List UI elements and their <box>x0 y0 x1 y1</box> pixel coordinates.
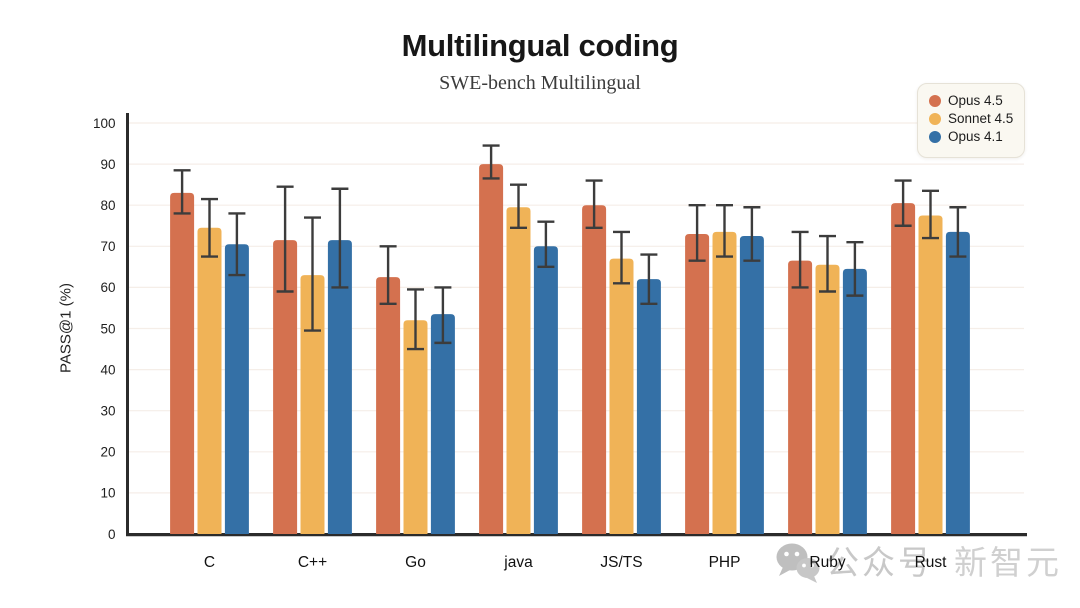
bar-rust-opus-4-1 <box>945 231 970 535</box>
errorbar-php-sonnet-4-5 <box>716 203 733 258</box>
x-label-ruby: Ruby <box>809 554 845 571</box>
chart-subtitle: SWE-bench Multilingual <box>439 72 641 94</box>
watermark-text-primary: 公众号 <box>826 544 934 581</box>
errorbar-js-ts-sonnet-4-5 <box>613 230 630 285</box>
bar-ruby-opus-4-1 <box>842 268 867 534</box>
errorbar-go-opus-4-1 <box>434 286 452 345</box>
bar-js-ts-sonnet-4-5 <box>609 258 634 534</box>
bar-php-opus-4-1 <box>739 236 764 534</box>
errorbar-java-opus-4-1 <box>537 220 555 269</box>
legend-item-opus-4-5: Opus 4.5 <box>929 93 1024 108</box>
errorbar-js-ts-opus-4-1 <box>640 253 658 306</box>
bar-c--opus-4-1 <box>327 240 352 534</box>
errorbar-php-opus-4-1 <box>743 206 761 262</box>
errorbar-rust-opus-4-1 <box>949 206 967 258</box>
errorbar-c--opus-4-1 <box>331 187 349 289</box>
x-label-rust: Rust <box>915 554 948 571</box>
errorbar-c--opus-4-5 <box>276 185 294 293</box>
bar-c-opus-4-5 <box>170 192 195 534</box>
y-tick-10: 10 <box>100 486 115 501</box>
bar-php-opus-4-5 <box>685 233 710 534</box>
legend-label-sonnet-4-5: Sonnet 4.5 <box>948 111 1014 126</box>
bar-c-opus-4-1 <box>224 244 249 534</box>
bar-php-sonnet-4-5 <box>712 231 737 535</box>
errorbar-js-ts-opus-4-5 <box>585 179 603 230</box>
errorbar-rust-opus-4-5 <box>894 179 912 227</box>
errorbar-ruby-sonnet-4-5 <box>819 234 836 293</box>
errorbar-php-opus-4-5 <box>688 203 706 262</box>
y-tick-100: 100 <box>93 116 116 131</box>
errorbar-java-opus-4-5 <box>482 144 500 180</box>
legend-swatch-sonnet-4-5 <box>929 112 941 125</box>
legend-swatch-opus-4-1 <box>929 130 941 143</box>
x-label-c-: C++ <box>298 554 327 571</box>
legend-label-opus-4-5: Opus 4.5 <box>948 93 1003 108</box>
bar-java-opus-4-1 <box>533 246 558 535</box>
bar-java-sonnet-4-5 <box>506 207 531 534</box>
bar-js-ts-opus-4-1 <box>636 279 661 534</box>
errorbar-c-opus-4-5 <box>173 169 191 215</box>
errorbar-go-sonnet-4-5 <box>407 288 424 351</box>
bar-ruby-opus-4-5 <box>788 260 813 534</box>
x-label-js-ts: JS/TS <box>600 554 642 571</box>
watermark-text-secondary: 新智元 <box>954 544 1062 581</box>
x-label-php: PHP <box>709 554 741 571</box>
x-label-java: java <box>503 554 533 571</box>
bar-c--sonnet-4-5 <box>300 275 325 534</box>
bar-java-opus-4-5 <box>479 164 504 534</box>
y-tick-60: 60 <box>100 280 115 295</box>
legend-swatch-opus-4-5 <box>929 94 941 107</box>
legend-label-opus-4-1: Opus 4.1 <box>948 129 1003 144</box>
y-tick-40: 40 <box>100 362 115 377</box>
y-tick-90: 90 <box>100 157 115 172</box>
errorbar-ruby-opus-4-5 <box>791 230 809 289</box>
bar-c-sonnet-4-5 <box>197 227 222 534</box>
errorbar-c--sonnet-4-5 <box>304 216 321 332</box>
bar-js-ts-opus-4-5 <box>582 205 607 534</box>
errorbar-rust-sonnet-4-5 <box>922 189 939 240</box>
bar-c--opus-4-5 <box>273 240 298 534</box>
x-label-go: Go <box>405 554 426 571</box>
y-tick-0: 0 <box>108 527 116 542</box>
watermark: 公众号 新智元 <box>774 541 1062 585</box>
errorbar-go-opus-4-5 <box>379 245 397 306</box>
bar-go-sonnet-4-5 <box>403 320 428 534</box>
y-tick-50: 50 <box>100 321 115 336</box>
wechat-icon <box>776 543 820 583</box>
bar-go-opus-4-5 <box>376 277 401 534</box>
errorbar-ruby-opus-4-1 <box>846 240 864 297</box>
y-tick-70: 70 <box>100 239 115 254</box>
y-tick-30: 30 <box>100 404 115 419</box>
bar-go-opus-4-1 <box>430 314 455 534</box>
bar-rust-opus-4-5 <box>891 203 916 534</box>
bar-ruby-sonnet-4-5 <box>815 264 840 534</box>
bar-rust-sonnet-4-5 <box>918 215 943 534</box>
y-tick-20: 20 <box>100 445 115 460</box>
x-label-c: C <box>204 554 215 571</box>
errorbar-java-sonnet-4-5 <box>510 183 527 230</box>
y-tick-80: 80 <box>100 198 115 213</box>
errorbar-c-opus-4-1 <box>228 212 246 277</box>
legend-item-sonnet-4-5: Sonnet 4.5 <box>929 111 1024 126</box>
legend: Opus 4.5 Sonnet 4.5 Opus 4.1 <box>917 83 1025 158</box>
legend-item-opus-4-1: Opus 4.1 <box>929 129 1024 144</box>
errorbar-c-sonnet-4-5 <box>201 197 218 258</box>
chart-title: Multilingual coding <box>401 28 679 63</box>
